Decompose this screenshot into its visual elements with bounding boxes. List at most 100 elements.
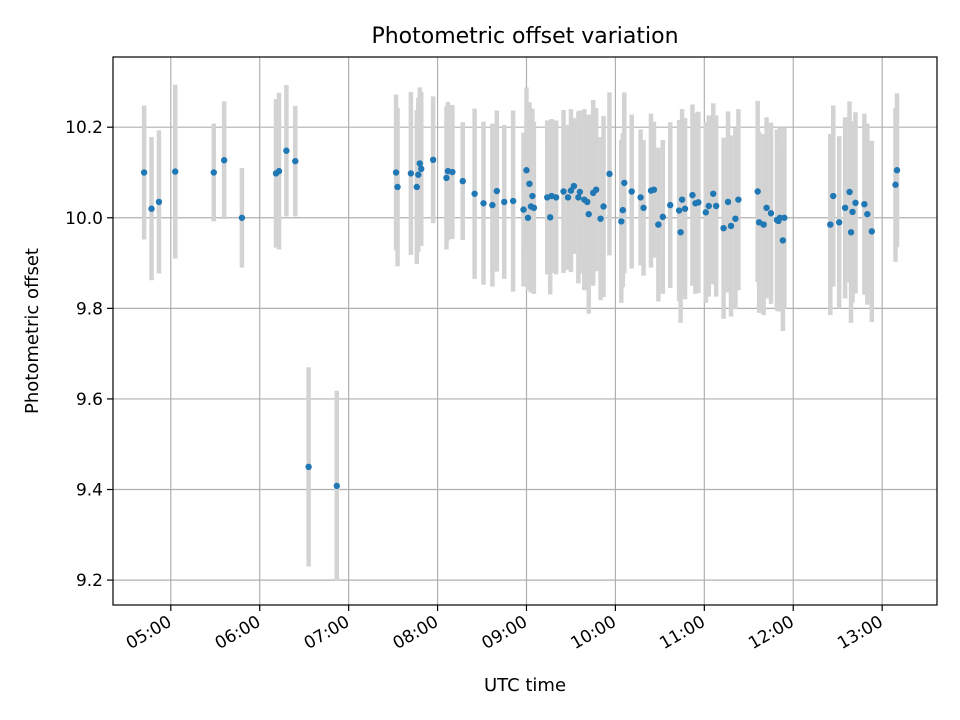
data-point <box>727 222 735 230</box>
data-point <box>760 221 767 228</box>
data-point <box>710 190 717 197</box>
data-point <box>754 188 761 195</box>
data-point <box>618 218 625 225</box>
y-tick-label: 9.2 <box>76 571 103 591</box>
data-point <box>712 202 720 210</box>
data-point <box>600 203 607 210</box>
data-point <box>621 179 628 187</box>
data-point <box>606 170 613 178</box>
data-point <box>394 183 401 191</box>
data-point <box>597 215 604 222</box>
data-point <box>781 214 788 221</box>
data-point <box>305 463 312 471</box>
data-point <box>732 215 739 222</box>
data-point <box>861 200 868 208</box>
data-point <box>524 214 532 221</box>
data-point <box>220 157 228 164</box>
data-point <box>407 170 415 177</box>
data-point <box>238 214 246 221</box>
data-point <box>779 237 787 244</box>
data-point <box>501 198 508 206</box>
data-point <box>140 169 148 176</box>
x-tick-label: 12:00 <box>745 612 797 654</box>
data-point <box>155 198 163 206</box>
x-tick-label: 11:00 <box>656 612 708 654</box>
chart-title: Photometric offset variation <box>371 24 678 49</box>
data-point <box>392 169 400 176</box>
data-point <box>413 183 421 191</box>
data-point <box>520 206 527 213</box>
data-point <box>650 186 658 193</box>
data-point <box>333 482 340 490</box>
data-point <box>847 229 855 236</box>
data-point <box>827 221 834 228</box>
x-tick-label: 05:00 <box>123 612 175 654</box>
data-point <box>471 190 478 197</box>
x-tick-label: 09:00 <box>479 612 531 654</box>
data-point <box>292 157 299 165</box>
data-point <box>148 205 155 212</box>
data-point <box>576 188 584 196</box>
data-point <box>681 205 689 212</box>
data-point <box>659 213 667 221</box>
data-point <box>529 192 536 200</box>
data-point <box>705 202 712 210</box>
data-point <box>172 168 179 175</box>
data-point <box>567 187 575 194</box>
data-point <box>868 228 875 235</box>
data-point <box>830 192 837 200</box>
x-tick-label: 08:00 <box>390 612 442 654</box>
data-point <box>493 187 501 195</box>
x-tick-label: 07:00 <box>301 612 353 654</box>
data-point <box>724 198 732 206</box>
data-point <box>678 196 686 203</box>
data-point-layer <box>140 147 901 490</box>
data-point <box>892 181 899 188</box>
data-point <box>667 201 674 209</box>
data-point <box>835 219 843 226</box>
data-point <box>849 208 856 216</box>
data-point <box>210 169 217 176</box>
errorbar-layer <box>141 84 900 581</box>
data-point <box>776 214 784 221</box>
x-tick-label: 06:00 <box>212 612 264 654</box>
data-point <box>675 207 683 214</box>
data-point <box>584 198 591 206</box>
data-point <box>523 167 530 174</box>
data-point <box>564 194 572 201</box>
data-point <box>429 156 437 164</box>
y-tick-label: 9.6 <box>76 390 103 410</box>
data-point <box>283 147 290 154</box>
y-tick-label: 10.2 <box>65 118 103 138</box>
data-point <box>864 210 871 218</box>
data-point <box>677 229 684 236</box>
data-point <box>628 188 635 195</box>
y-tick-label: 10.0 <box>65 209 103 229</box>
data-point <box>449 168 456 176</box>
data-point <box>720 224 727 232</box>
plot-frame <box>112 56 938 606</box>
data-point <box>526 180 533 188</box>
data-point <box>415 171 422 178</box>
data-point <box>763 204 770 212</box>
data-point <box>852 199 859 207</box>
y-tick-label: 9.8 <box>76 299 103 319</box>
data-point <box>695 199 702 206</box>
data-point <box>893 167 901 174</box>
data-point <box>575 194 582 201</box>
data-point <box>530 204 538 212</box>
data-point <box>767 210 775 217</box>
x-tick-label: 10:00 <box>567 612 619 654</box>
data-point <box>702 209 710 216</box>
data-point <box>509 197 517 205</box>
data-point <box>689 191 696 199</box>
data-point <box>546 214 554 221</box>
data-point <box>418 165 425 173</box>
x-tick-label: 13:00 <box>834 612 886 654</box>
data-point <box>585 210 592 218</box>
data-point <box>640 204 647 212</box>
data-point <box>443 174 450 182</box>
data-point <box>560 188 567 195</box>
data-point <box>637 194 644 201</box>
